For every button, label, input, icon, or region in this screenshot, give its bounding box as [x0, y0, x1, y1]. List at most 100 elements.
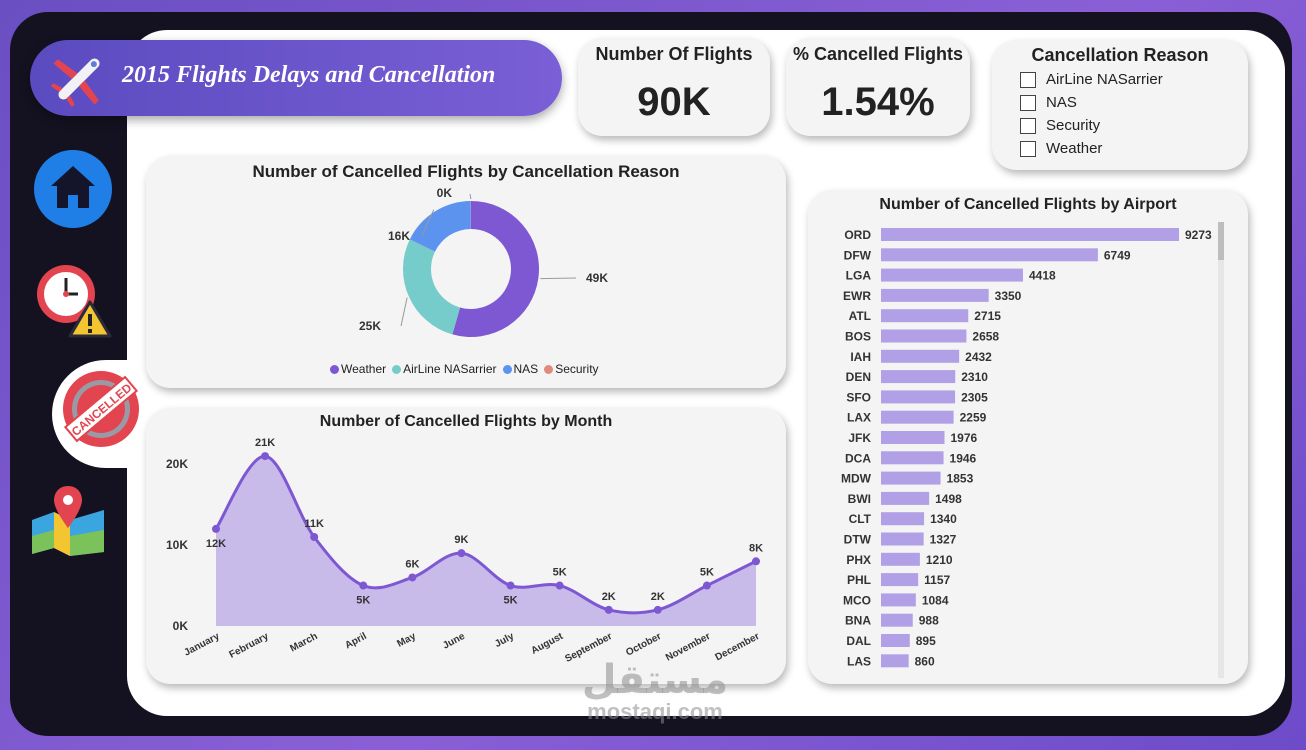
y-tick-label: ORD	[844, 228, 871, 242]
data-point	[408, 573, 417, 582]
data-point	[752, 557, 760, 566]
kpi-cancelled-pct-value: 1.54%	[821, 80, 935, 124]
reason-donut-chart: 49K 25K 16K 0K	[359, 186, 608, 337]
data-label: 6K	[405, 558, 419, 570]
donut-leader-line	[421, 209, 435, 237]
dashboard-title: 2015 Flights Delays and Cancellation	[122, 62, 496, 88]
y-tick-label: PHL	[847, 573, 871, 587]
x-tick-label: July	[493, 631, 516, 650]
airplane-icon	[50, 58, 100, 108]
y-tick-label: PHX	[846, 553, 871, 567]
y-tick-label: BWI	[848, 492, 871, 506]
checkbox[interactable]	[1020, 94, 1036, 111]
checkbox[interactable]	[1020, 117, 1036, 134]
bar	[881, 654, 909, 668]
airport-bar-title: Number of Cancelled Flights by Airport	[879, 196, 1177, 213]
data-label: 5K	[553, 567, 567, 579]
month-area-card: Number of Cancelled Flights by Month 0K 1…	[146, 408, 786, 684]
donut-slice	[409, 201, 471, 252]
data-label: 5K	[504, 595, 518, 607]
watermark: مستقل mostaqi.com	[570, 660, 740, 724]
slicer-option-label: Weather	[1046, 140, 1103, 157]
y-tick-label: LAS	[847, 654, 871, 668]
data-label: 1976	[951, 431, 978, 445]
x-tick-label: February	[228, 631, 271, 661]
data-label: 1084	[922, 593, 949, 607]
slicer-option[interactable]: Security	[1020, 117, 1100, 134]
data-point	[604, 605, 613, 614]
data-label: 9273	[1185, 228, 1212, 242]
data-label: 9K	[454, 534, 468, 546]
kpi-cancelled-pct-label: % Cancelled Flights	[792, 44, 964, 64]
kpi-card-cancelled-pct: % Cancelled Flights 1.54%	[786, 38, 970, 136]
cancelled-stamp-icon[interactable]: CANCELLED	[60, 368, 142, 450]
y-tick-label: 0K	[173, 619, 189, 633]
y-tick-label: IAH	[850, 350, 871, 364]
slicer-option[interactable]: NAS	[1020, 94, 1077, 111]
slicer-option[interactable]: AirLine NASarrier	[1020, 71, 1163, 88]
area-fill	[216, 456, 756, 626]
data-label: 2305	[961, 390, 988, 404]
data-label: 1853	[947, 472, 974, 486]
data-label: 2310	[961, 370, 988, 384]
scrollbar-thumb	[1218, 222, 1224, 260]
bar	[881, 431, 945, 444]
legend-item: Weather	[330, 362, 386, 376]
data-point	[702, 581, 711, 590]
data-point	[212, 524, 220, 533]
data-point	[261, 452, 270, 461]
slicer-option-label: NAS	[1046, 94, 1077, 111]
airport-bar-chart: ORD 9273 DFW 6749 LGA 4418 EWR 3350 ATL 2715 BOS 26…	[841, 222, 1224, 678]
legend-label: AirLine NASarrier	[403, 362, 497, 376]
data-label: 1157	[924, 573, 950, 587]
data-point	[457, 549, 466, 558]
bar	[881, 451, 944, 465]
x-tick-label: August	[529, 631, 565, 657]
legend-dot	[544, 364, 554, 374]
bar	[881, 573, 919, 587]
x-tick-label: May	[395, 631, 418, 650]
bar	[881, 593, 916, 607]
donut-leader-line	[540, 277, 577, 280]
legend-label: Security	[555, 362, 599, 376]
cancellation-reason-slicer: Cancellation Reason AirLine NASarrier NA…	[992, 40, 1248, 170]
x-tick-label: March	[288, 631, 319, 655]
month-area-title: Number of Cancelled Flights by Month	[319, 413, 613, 430]
scrollbar-track	[1218, 222, 1224, 678]
home-icon[interactable]	[32, 148, 114, 230]
data-label: 5K	[356, 595, 370, 607]
bar	[881, 532, 924, 546]
data-label: 2259	[960, 411, 987, 425]
slicer-option-label: Security	[1046, 117, 1101, 134]
data-point	[310, 533, 319, 541]
legend-dot	[392, 364, 402, 374]
data-label: 1946	[950, 451, 977, 465]
bar	[881, 370, 956, 384]
watermark-latin: mostaqi.com	[587, 699, 723, 724]
checkbox[interactable]	[1020, 140, 1036, 157]
bar	[881, 390, 956, 404]
kpi-card-flights: Number Of Flights 90K	[578, 38, 770, 136]
bar	[881, 491, 930, 505]
donut-leader-line	[400, 297, 408, 327]
reason-donut-title: Number of Cancelled Flights by Cancellat…	[252, 162, 680, 181]
donut-data-label: 49K	[586, 271, 608, 285]
legend-item: AirLine NASarrier	[392, 362, 497, 376]
y-tick-label: CLT	[849, 512, 872, 526]
data-label: 5K	[700, 567, 714, 579]
airport-bar-card: Number of Cancelled Flights by Airport O…	[808, 190, 1248, 684]
map-pin-icon[interactable]	[30, 484, 106, 556]
bar	[881, 512, 925, 526]
reason-donut-legend: Weather AirLine NASarrier NAS Security	[330, 362, 599, 376]
data-label: 21K	[255, 437, 275, 449]
bar	[881, 552, 920, 566]
slicer-option-label: AirLine NASarrier	[1046, 71, 1163, 88]
legend-dot	[502, 364, 512, 374]
delay-clock-icon[interactable]	[34, 262, 114, 342]
slicer-option[interactable]: Weather	[1020, 140, 1102, 157]
checkbox[interactable]	[1020, 71, 1036, 88]
data-label: 2K	[651, 591, 665, 603]
data-label: 895	[916, 634, 936, 648]
donut-slice	[452, 201, 540, 337]
y-tick-label: BNA	[845, 614, 871, 628]
